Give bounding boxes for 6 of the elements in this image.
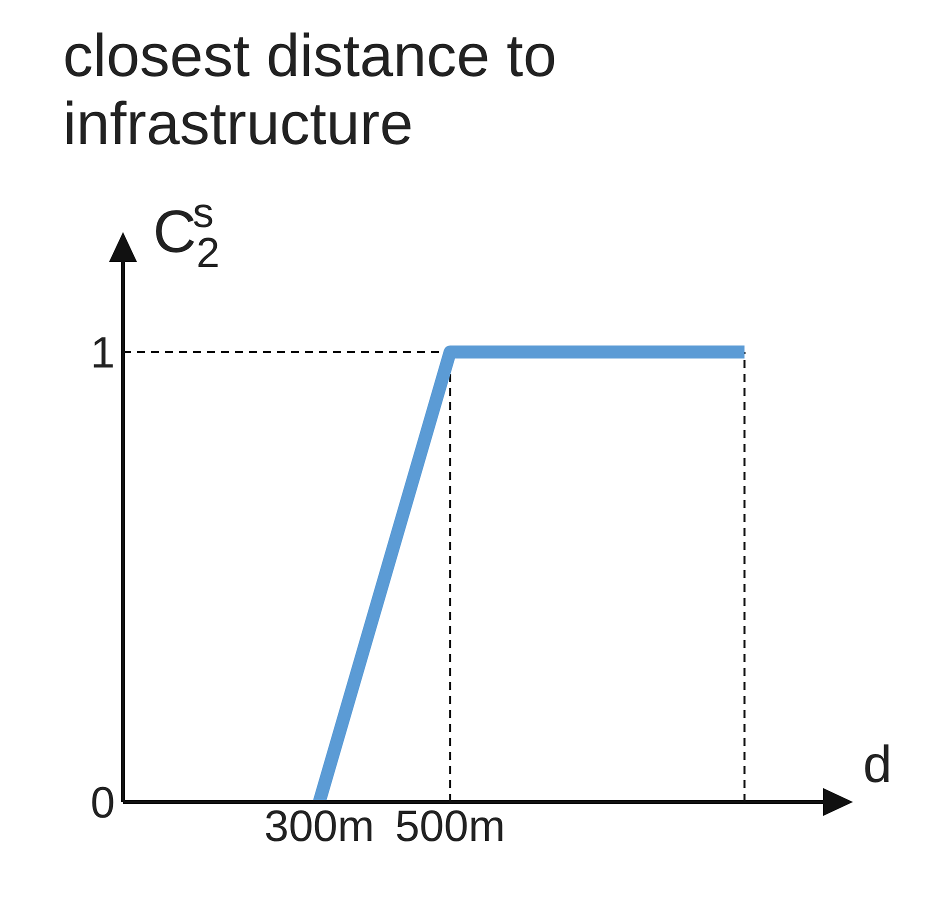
x-axis-title: d — [863, 736, 892, 794]
y-tick-label: 1 — [90, 328, 115, 378]
x-tick-label: 500m — [395, 802, 506, 852]
y-tick-label: 0 — [90, 778, 115, 828]
chart-title: closest distance to infrastructure — [62, 22, 558, 159]
x-tick-label: 300m — [264, 802, 374, 852]
